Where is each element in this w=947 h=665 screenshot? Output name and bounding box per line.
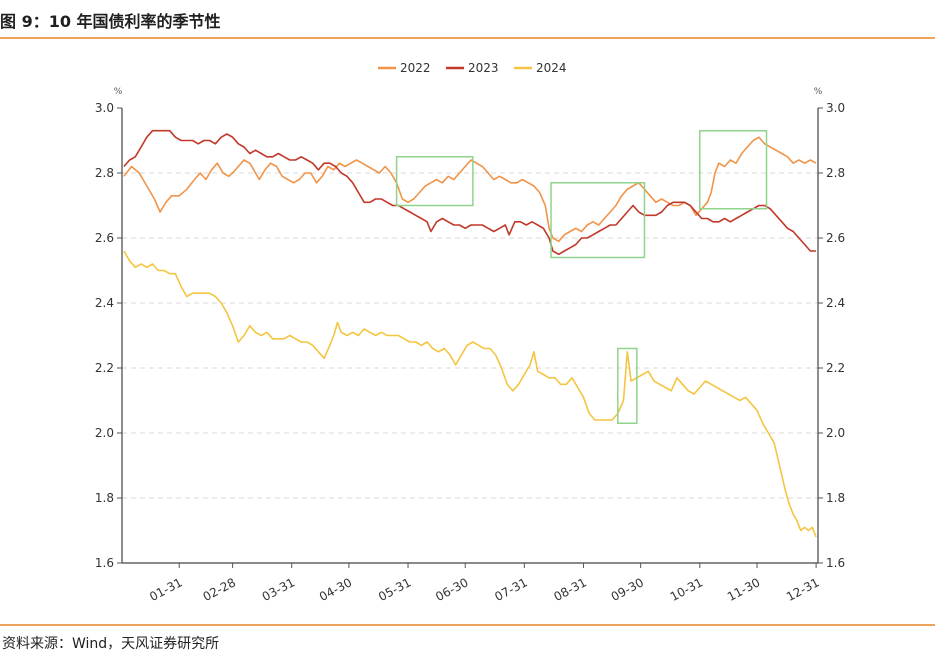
series-line-2022	[123, 136, 817, 243]
highlight-box	[395, 156, 474, 207]
x-tick-label: 11-30	[725, 575, 762, 604]
x-tick-label: 12-31	[784, 575, 821, 604]
x-tick-label: 04-30	[317, 575, 354, 604]
page-title: 图 9：10 年国债利率的季节性	[0, 12, 221, 31]
x-tick-label: 10-31	[668, 575, 705, 604]
y-tick-label-left: 2.4	[95, 296, 114, 310]
y-tick-label-left: 2.6	[95, 231, 114, 245]
legend-label-2022: 2022	[400, 61, 431, 75]
x-tick-label: 06-30	[433, 575, 470, 604]
y-axis-right-unit: %	[814, 87, 823, 97]
x-tick-label: 09-30	[609, 575, 646, 604]
source-note: 资料来源：Wind，天风证券研究所	[2, 636, 220, 652]
y-tick-label-right: 1.6	[826, 556, 845, 570]
y-axis-left-ticks: 3.0 2.8 2.6 2.4 2.2 2.0 1.8 1.6	[95, 101, 114, 570]
y-tick-label-left: 3.0	[95, 101, 114, 115]
y-tick-label-right: 2.0	[826, 426, 845, 440]
highlight-boxes	[395, 130, 768, 424]
legend-label-2024: 2024	[536, 61, 567, 75]
x-tick-label: 03-31	[260, 575, 297, 604]
y-tick-label-right: 2.6	[826, 231, 845, 245]
x-axis-ticks: 01-31 02-28 03-31 04-30 05-31 06-30 07-31 08-31…	[147, 575, 821, 604]
title-divider	[0, 37, 935, 39]
legend-label-2023: 2023	[468, 61, 499, 75]
highlight-box	[699, 130, 768, 210]
y-tick-label-right: 1.8	[826, 491, 845, 505]
series-line-2024	[123, 250, 817, 538]
highlight-box	[550, 182, 646, 259]
highlight-box	[617, 347, 638, 424]
y-tick-label-left: 2.0	[95, 426, 114, 440]
y-tick-label-left: 2.8	[95, 166, 114, 180]
y-axis-left-unit: %	[114, 87, 123, 97]
x-tick-label: 08-31	[552, 575, 589, 604]
series-lines	[123, 129, 817, 538]
y-axis-right-ticks: 3.0 2.8 2.6 2.4 2.2 2.0 1.8 1.6	[826, 101, 845, 570]
x-tick-label: 02-28	[201, 575, 238, 604]
y-tick-label-right: 2.8	[826, 166, 845, 180]
x-tick-label: 07-31	[492, 575, 529, 604]
series-line-2023	[123, 129, 817, 256]
y-tick-label-left: 2.2	[95, 361, 114, 375]
y-tick-label-right: 2.4	[826, 296, 845, 310]
legend: 2022 2023 2024	[378, 61, 567, 75]
axes	[117, 107, 823, 568]
footer-divider	[0, 624, 935, 626]
x-tick-label: 05-31	[376, 575, 413, 604]
gridlines	[122, 172, 818, 499]
y-tick-label-right: 3.0	[826, 101, 845, 115]
x-tick-label: 01-31	[147, 575, 184, 604]
y-tick-label-right: 2.2	[826, 361, 845, 375]
y-tick-label-left: 1.6	[95, 556, 114, 570]
y-tick-label-left: 1.8	[95, 491, 114, 505]
